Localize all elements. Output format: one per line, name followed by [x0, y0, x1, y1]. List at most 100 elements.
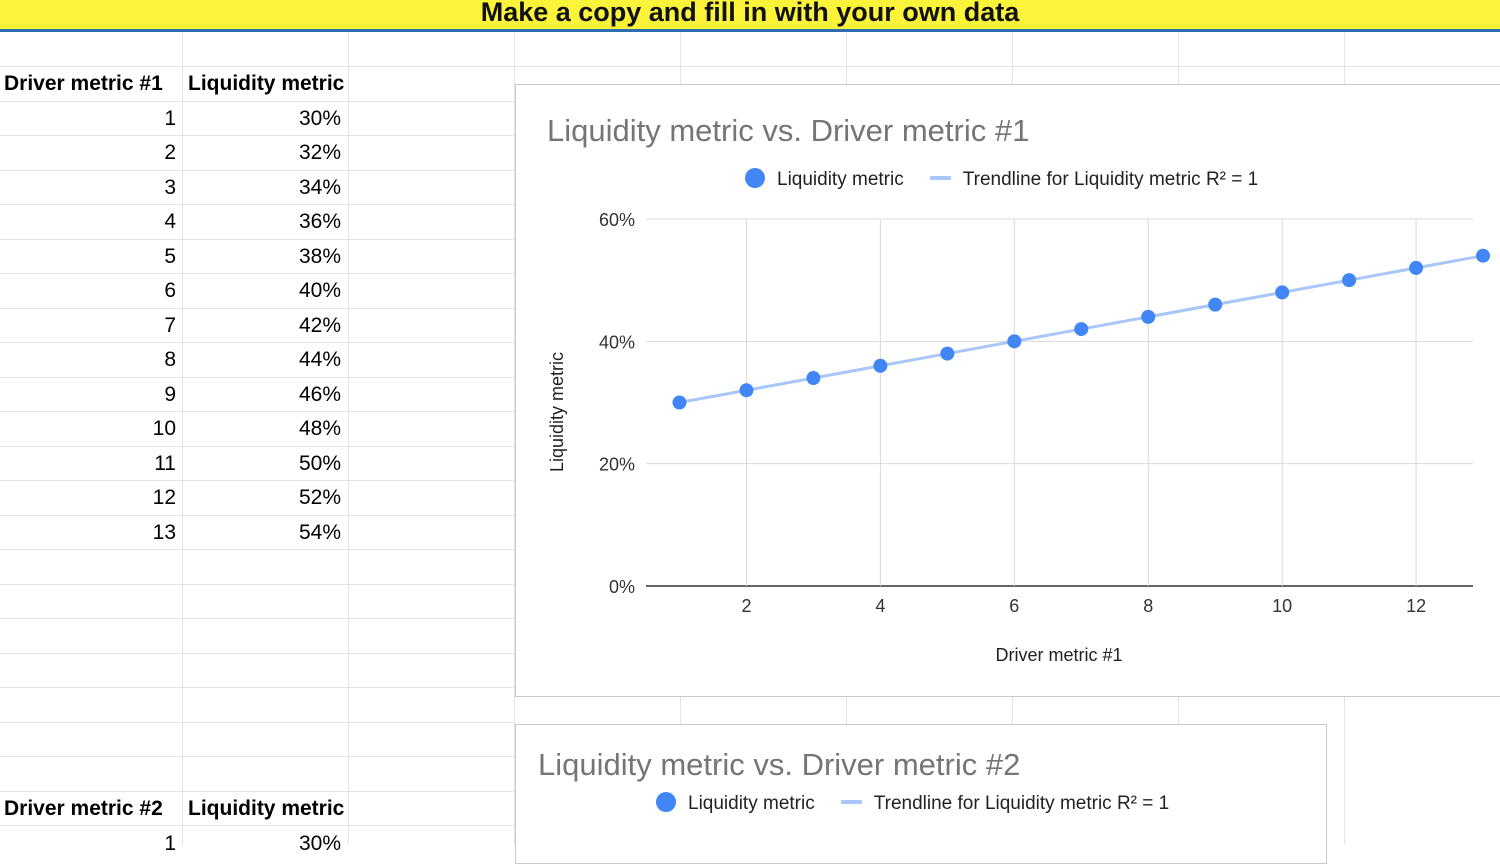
row-divider — [0, 721, 515, 723]
y-tick-label: 0% — [609, 577, 635, 597]
liquidity-value-cell[interactable]: 50% — [298, 451, 341, 475]
row-divider — [0, 445, 515, 447]
chart-1-legend: Liquidity metric Trendline for Liquidity … — [745, 168, 1258, 191]
data-point — [1409, 260, 1424, 275]
driver-value-cell[interactable]: 8 — [164, 348, 176, 371]
driver-value-cell[interactable]: 3 — [164, 175, 176, 199]
driver-value-cell[interactable]: 4 — [164, 210, 176, 233]
row-divider — [0, 66, 1500, 67]
liquidity-value-cell[interactable]: 44% — [298, 348, 341, 371]
header-cell[interactable]: Driver metric #1 — [4, 72, 163, 95]
copy-instruction-banner: Make a copy and fill in with your own da… — [0, 0, 1500, 32]
data-point — [1074, 322, 1089, 337]
row-divider — [0, 204, 515, 205]
data-point — [1208, 297, 1223, 312]
data-point — [1007, 334, 1022, 349]
driver-value-cell[interactable]: 1 — [164, 106, 176, 130]
spreadsheet-grid[interactable]: Driver metric #1 Liquidity metric 1 30% 2 32%… — [0, 32, 1500, 864]
column-divider — [348, 32, 349, 844]
row-divider — [0, 307, 515, 309]
data-point — [739, 383, 754, 398]
liquidity-value-cell[interactable]: 52% — [298, 486, 341, 509]
liquidity-value-cell[interactable]: 54% — [298, 520, 341, 544]
row-divider — [0, 790, 515, 792]
driver-value-cell[interactable]: 12 — [152, 486, 176, 509]
legend-series-label: Liquidity metric — [688, 793, 815, 814]
x-tick-label: 12 — [1406, 596, 1426, 616]
chart-2-title: Liquidity metric vs. Driver metric #2 — [538, 747, 1021, 782]
chart-1-title: Liquidity metric vs. Driver metric #1 — [547, 113, 1030, 148]
header-cell[interactable]: Liquidity metric — [188, 72, 345, 95]
legend-trendline-label: Trendline for Liquidity metric R² = 1 — [962, 169, 1259, 190]
row-divider — [0, 273, 515, 274]
driver-value-cell[interactable]: 11 — [154, 451, 176, 475]
liquidity-value-cell[interactable]: 40% — [298, 279, 341, 302]
y-tick-label: 20% — [599, 455, 635, 475]
liquidity-value-cell[interactable]: 36% — [298, 210, 341, 233]
row-divider — [0, 583, 515, 585]
row-divider — [0, 549, 515, 550]
driver-value-cell[interactable]: 7 — [164, 313, 176, 337]
legend-trendline-icon — [840, 800, 862, 804]
row-divider — [0, 169, 515, 171]
banner-text: Make a copy and fill in with your own da… — [480, 0, 1020, 27]
row-divider — [0, 652, 515, 654]
liquidity-value-cell[interactable]: 48% — [298, 417, 341, 440]
chart-1-plot: 0% 20% 40% 60% 2 4 6 8 10 12 Driver metric #1 Liqui… — [547, 210, 1491, 665]
x-tick-label: 2 — [741, 596, 751, 616]
y-tick-label: 50% — [590, 860, 626, 863]
row-divider — [0, 687, 515, 688]
legend-point-icon — [656, 792, 676, 812]
data-point — [1342, 273, 1357, 288]
row-divider — [0, 618, 515, 619]
row-divider — [0, 66, 515, 67]
driver-value-cell[interactable]: 1 — [164, 831, 176, 855]
row-divider — [0, 135, 515, 136]
data-point — [1476, 248, 1491, 263]
driver-value-cell[interactable]: 13 — [152, 520, 176, 544]
column-divider — [514, 32, 515, 844]
driver-value-cell[interactable]: 6 — [164, 279, 176, 302]
liquidity-value-cell[interactable]: 30% — [298, 106, 341, 130]
y-tick-label: 40% — [599, 332, 635, 352]
x-axis-title: Driver metric #1 — [995, 645, 1122, 665]
chart-liquidity-vs-driver-1[interactable]: Liquidity metric vs. Driver metric #1 Li… — [515, 84, 1500, 697]
y-axis-title: Liquidity metric — [547, 352, 567, 472]
driver-value-cell[interactable]: 2 — [164, 141, 176, 164]
row-divider — [0, 825, 515, 826]
chart-2-plot: 50% — [590, 860, 626, 863]
row-divider — [0, 514, 515, 516]
column-divider — [182, 32, 183, 844]
liquidity-value-cell[interactable]: 38% — [298, 244, 341, 268]
header-cell[interactable]: Liquidity metric — [188, 797, 345, 820]
x-tick-label: 10 — [1272, 596, 1292, 616]
row-divider — [0, 100, 515, 102]
chart-2-legend: Liquidity metric Trendline for Liquidity … — [656, 792, 1169, 815]
row-divider — [0, 756, 515, 757]
x-tick-label: 6 — [1009, 596, 1019, 616]
liquidity-value-cell[interactable]: 34% — [298, 175, 341, 199]
data-point — [672, 395, 687, 410]
driver-value-cell[interactable]: 9 — [164, 382, 176, 406]
x-tick-label: 4 — [875, 596, 885, 616]
row-divider — [0, 376, 515, 378]
legend-point-icon — [745, 168, 765, 188]
driver-value-cell[interactable]: 5 — [164, 244, 176, 268]
row-divider — [0, 480, 515, 481]
data-point — [1275, 285, 1290, 300]
chart-liquidity-vs-driver-2[interactable]: Liquidity metric vs. Driver metric #2 Li… — [515, 724, 1327, 864]
header-cell[interactable]: Driver metric #2 — [4, 797, 163, 820]
driver-value-cell[interactable]: 10 — [152, 417, 176, 440]
legend-trendline-icon — [929, 176, 951, 180]
data-point — [806, 371, 821, 386]
data-point — [940, 346, 955, 361]
liquidity-value-cell[interactable]: 42% — [298, 313, 341, 337]
liquidity-value-cell[interactable]: 32% — [298, 141, 341, 164]
liquidity-value-cell[interactable]: 46% — [298, 382, 341, 406]
legend-series-label: Liquidity metric — [777, 169, 904, 190]
data-point — [873, 358, 888, 373]
legend-trendline-label: Trendline for Liquidity metric R² = 1 — [873, 793, 1170, 814]
row-divider — [0, 342, 515, 343]
row-divider — [0, 411, 515, 412]
data-point — [1141, 309, 1156, 324]
